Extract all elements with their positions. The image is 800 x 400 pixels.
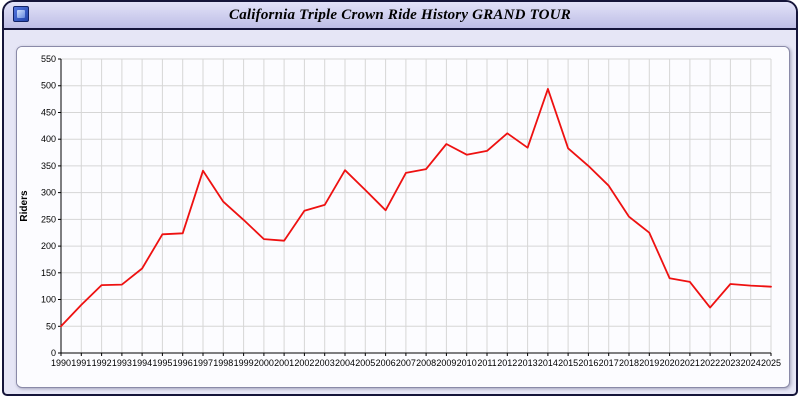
svg-text:150: 150 [41,268,56,278]
svg-text:100: 100 [41,295,56,305]
svg-text:2010: 2010 [457,358,477,368]
svg-text:1999: 1999 [234,358,254,368]
riders-series-line [60,88,772,328]
svg-text:300: 300 [41,188,56,198]
svg-text:1990: 1990 [51,358,71,368]
svg-text:2015: 2015 [558,358,578,368]
window-icon [13,6,29,22]
svg-text:50: 50 [46,321,56,331]
svg-text:2014: 2014 [538,358,558,368]
svg-text:550: 550 [41,54,56,64]
chart-panel: 0 50 100 150 200 250 300 350 400 450 500 550 1990 199… [16,46,790,388]
svg-text:2020: 2020 [660,358,680,368]
svg-text:1995: 1995 [152,358,172,368]
svg-text:2024: 2024 [741,358,761,368]
svg-text:2009: 2009 [436,358,456,368]
svg-text:2006: 2006 [376,358,396,368]
svg-text:2000: 2000 [254,358,274,368]
svg-text:1991: 1991 [71,358,91,368]
svg-text:2011: 2011 [477,358,496,368]
svg-text:350: 350 [41,161,56,171]
title-bar: California Triple Crown Ride History GRA… [4,2,796,30]
svg-text:2003: 2003 [315,358,335,368]
svg-text:2001: 2001 [274,358,294,368]
svg-text:2025: 2025 [761,358,781,368]
window-body: 0 50 100 150 200 250 300 350 400 450 500 550 1990 199… [4,30,796,394]
svg-text:500: 500 [41,81,56,91]
svg-text:2018: 2018 [619,358,639,368]
svg-text:400: 400 [41,134,56,144]
svg-text:200: 200 [41,241,56,251]
axes [60,59,771,354]
svg-text:2023: 2023 [720,358,740,368]
svg-text:1998: 1998 [213,358,233,368]
y-axis-label: Riders [19,190,30,222]
svg-text:2019: 2019 [639,358,659,368]
svg-text:2016: 2016 [578,358,598,368]
svg-text:1993: 1993 [112,358,132,368]
svg-text:450: 450 [41,108,56,118]
y-gridlines-and-ticks: 0 50 100 150 200 250 300 350 400 450 500 550 [41,54,771,358]
svg-text:2002: 2002 [294,358,314,368]
svg-text:1996: 1996 [173,358,193,368]
svg-text:250: 250 [41,214,56,224]
svg-text:2005: 2005 [355,358,375,368]
svg-text:2008: 2008 [416,358,436,368]
window-title: California Triple Crown Ride History GRA… [229,6,571,23]
svg-text:2022: 2022 [700,358,720,368]
svg-text:2013: 2013 [518,358,538,368]
svg-text:2021: 2021 [680,358,700,368]
svg-text:1994: 1994 [132,358,152,368]
riders-line-chart: 0 50 100 150 200 250 300 350 400 450 500 550 1990 199… [17,47,789,385]
svg-text:1992: 1992 [92,358,112,368]
svg-text:2007: 2007 [396,358,416,368]
svg-text:1997: 1997 [193,358,213,368]
svg-text:2012: 2012 [497,358,517,368]
svg-text:2004: 2004 [335,358,355,368]
svg-text:0: 0 [51,348,56,358]
svg-text:2017: 2017 [599,358,619,368]
x-gridlines-and-ticks: 1990 1991 1992 1993 1994 1995 1996 1997 1998 1999… [51,59,781,368]
